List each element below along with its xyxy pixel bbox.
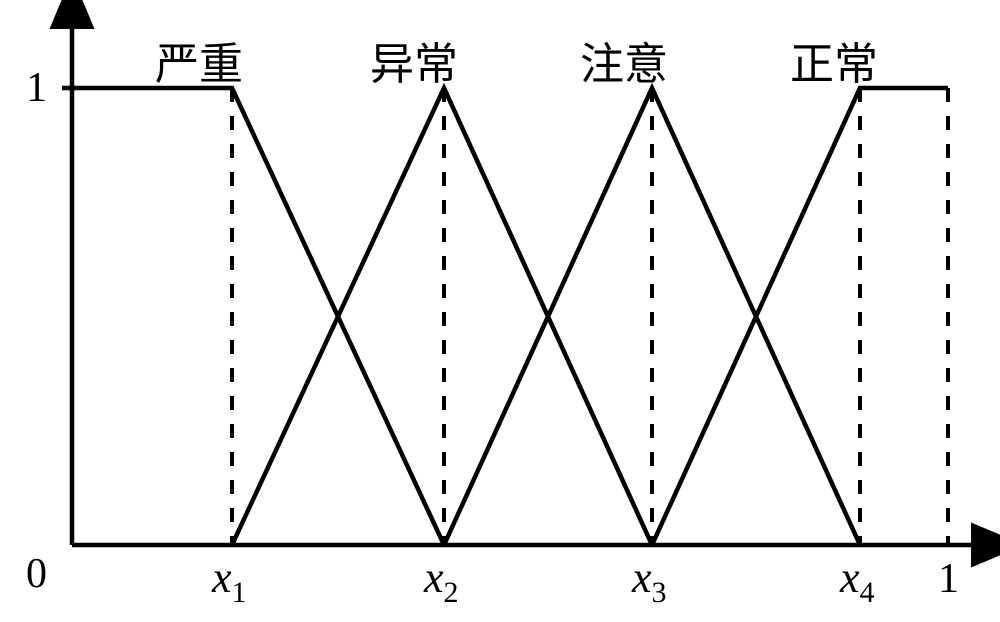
x2-var: x — [424, 553, 444, 602]
mf-severe — [72, 88, 444, 545]
x3-var: x — [632, 553, 652, 602]
x-tick-x1: x1 — [212, 552, 247, 610]
x-tick-x4: x4 — [840, 552, 875, 610]
x4-var: x — [840, 553, 860, 602]
x3-sub: 3 — [652, 576, 667, 609]
category-normal: 正常 — [790, 28, 878, 92]
fuzzy-membership-chart: 1 0 1 x1 x2 x3 x4 严重 异常 注意 正常 — [0, 0, 1000, 622]
origin-label-zero: 0 — [26, 550, 47, 598]
mf-normal — [652, 88, 948, 545]
x-label-one: 1 — [938, 555, 959, 603]
x-tick-x2: x2 — [424, 552, 459, 610]
x2-sub: 2 — [444, 576, 459, 609]
y-label-one: 1 — [26, 64, 47, 112]
x1-var: x — [212, 553, 232, 602]
category-attention: 注意 — [580, 28, 668, 92]
category-severe: 严重 — [155, 28, 243, 92]
chart-svg — [0, 0, 1000, 622]
x-tick-x3: x3 — [632, 552, 667, 610]
category-abnormal: 异常 — [370, 28, 458, 92]
x4-sub: 4 — [860, 576, 875, 609]
x1-sub: 1 — [232, 576, 247, 609]
